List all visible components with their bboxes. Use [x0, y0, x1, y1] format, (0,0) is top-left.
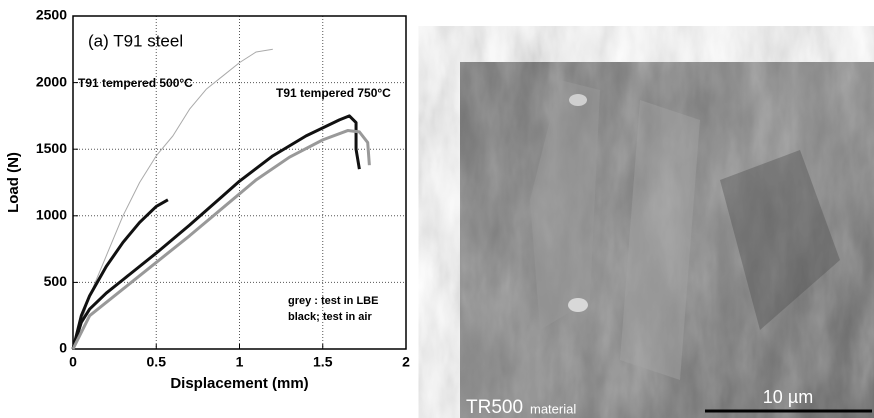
y-axis-label: Load (N) — [5, 152, 22, 213]
chart: 0 0.5 1 1.5 2 0 500 1000 1500 2000 2500 Displacemen… — [5, 7, 410, 392]
micrograph: TR500 material 10 µm — [460, 62, 874, 418]
x-tick-label: 1 — [236, 354, 244, 370]
image-caption-sub: material — [530, 401, 576, 416]
data-line — [71, 198, 169, 350]
x-axis-label: Displacement (mm) — [170, 375, 308, 392]
y-tick-label: 500 — [44, 273, 68, 289]
annotation: T91 tempered 750°C — [276, 86, 391, 100]
ridge — [620, 100, 700, 380]
ridge — [530, 80, 600, 330]
y-tick-label: 1000 — [36, 207, 67, 223]
plot-frame — [72, 15, 407, 350]
image-caption: TR500 — [466, 397, 523, 418]
micrograph-texture — [460, 62, 874, 418]
y-tick-label: 1500 — [36, 140, 67, 156]
data-line — [71, 129, 371, 350]
y-tick-label: 2000 — [36, 73, 67, 89]
annotation: T91 tempered 500°C — [78, 76, 193, 90]
x-tick-label: 0 — [69, 354, 77, 370]
scale-label: 10 µm — [763, 387, 813, 407]
particle — [569, 94, 587, 106]
ridge — [720, 150, 840, 330]
y-tick-label: 0 — [59, 340, 67, 356]
x-tick-label: 0.5 — [147, 354, 167, 370]
y-tick-label: 2500 — [36, 7, 67, 23]
annotation: black; test in air — [288, 311, 372, 323]
annotation: (a) T91 steel — [88, 31, 183, 50]
x-tick-label: 1.5 — [313, 354, 333, 370]
annotation: grey : test in LBE — [288, 295, 378, 307]
x-tick-label: 2 — [402, 354, 410, 370]
particle — [568, 298, 588, 312]
data-line — [71, 114, 361, 350]
